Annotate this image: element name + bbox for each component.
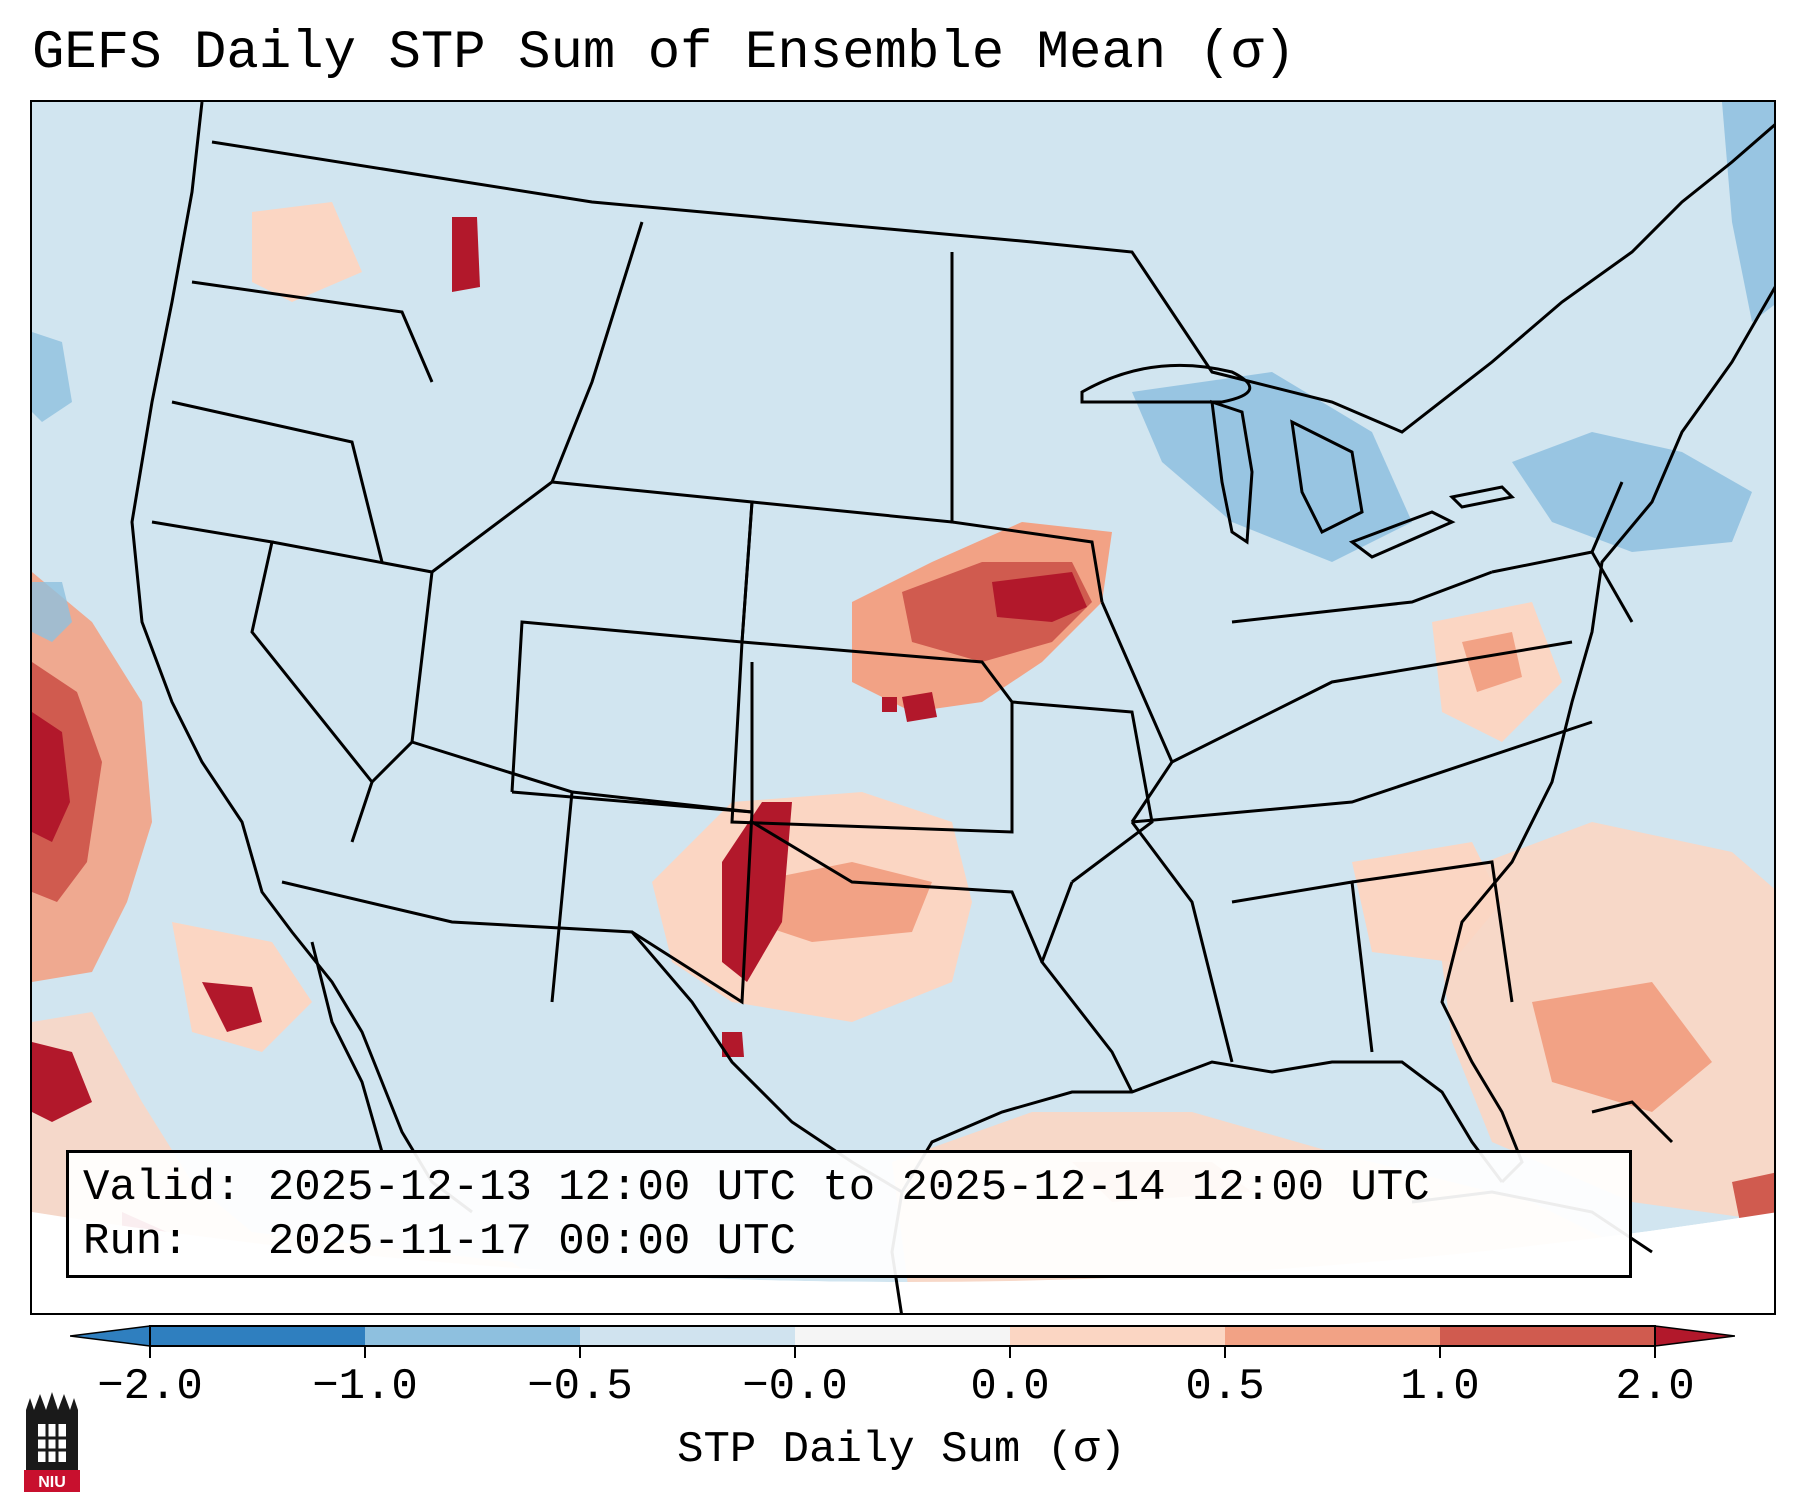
lake-ontario xyxy=(1448,485,1516,509)
lake-michigan xyxy=(1210,399,1254,545)
northeast-negative xyxy=(1512,432,1752,552)
state-line-south-1 xyxy=(1040,881,1134,1093)
lake-superior xyxy=(1080,363,1252,404)
colorbar-tick-label: 2.0 xyxy=(1615,1362,1695,1412)
state-line-ca-nv xyxy=(151,520,374,843)
state-line-nw-2 xyxy=(171,400,384,563)
southeast-region xyxy=(1352,842,1502,962)
midwest-max-core xyxy=(992,572,1087,622)
map-frame xyxy=(30,100,1776,1315)
colorbar-segment xyxy=(365,1326,580,1346)
state-line-plains-2 xyxy=(740,501,1014,703)
state-line-east-1 xyxy=(1131,720,1593,824)
northwest-region xyxy=(252,202,362,302)
state-line-ne-2 xyxy=(1590,551,1634,623)
colorbar xyxy=(70,1325,1735,1358)
lake-erie xyxy=(1348,510,1456,559)
baja-coast xyxy=(310,941,384,1153)
colorbar-extend-high xyxy=(1654,1325,1735,1347)
colorbar-border xyxy=(149,1325,1656,1347)
chart-title: GEFS Daily STP Sum of Ensemble Mean (σ) xyxy=(32,23,1296,84)
southern-plains-moderate xyxy=(752,862,932,942)
state-line-plains-3 xyxy=(730,641,1014,834)
state-line-south-4 xyxy=(1351,860,1514,1003)
colorbar-label: STP Daily Sum (σ) xyxy=(677,1425,1126,1475)
canada-border xyxy=(211,123,1774,434)
colorbar-ticks xyxy=(149,1346,1656,1358)
pacific-west-negative xyxy=(32,582,72,642)
state-line-tx-ok xyxy=(751,820,1044,963)
niu-logo-icon: NIU xyxy=(24,1392,80,1492)
colorbar-tick-label: 0.5 xyxy=(1185,1362,1265,1412)
baja-max-region xyxy=(202,982,262,1032)
colorbar-tick-label: 1.0 xyxy=(1400,1362,1480,1412)
colorbar-tick-label: −1.0 xyxy=(312,1362,418,1412)
colorbar-tick-label: −0.5 xyxy=(527,1362,633,1412)
lake-huron xyxy=(1290,419,1364,535)
state-line-nm-tx xyxy=(571,790,754,1005)
colorbar-extend-low xyxy=(70,1325,151,1347)
colorbar-segment xyxy=(795,1326,1010,1346)
idaho-max xyxy=(452,217,480,292)
pacific-northwest-negative xyxy=(32,332,72,422)
state-line-east-2 xyxy=(1171,640,1573,764)
state-line-south-2 xyxy=(1130,821,1234,1063)
valid-run-info-box: Valid: 2025-12-13 12:00 UTC to 2025-12-1… xyxy=(66,1150,1632,1278)
bahamas-outline xyxy=(1591,1100,1674,1144)
midatlantic-moderate xyxy=(1462,632,1522,692)
colorbar-segment xyxy=(150,1326,365,1346)
valid-time-text: Valid: 2025-12-13 12:00 UTC to 2025-12-1… xyxy=(83,1163,1430,1213)
east-coastline xyxy=(1440,285,1774,1184)
pacific-max-core xyxy=(32,712,70,842)
west-coastline xyxy=(130,102,473,1214)
state-line-nw-1 xyxy=(191,280,434,383)
map-lower-edge xyxy=(32,1212,1774,1313)
colorbar-tick-label: −0.0 xyxy=(742,1362,848,1412)
oklahoma-scatter-max xyxy=(882,697,897,712)
panhandle-max-region xyxy=(722,802,792,982)
great-lakes-negative xyxy=(1132,372,1412,562)
state-line-midwest-1 xyxy=(950,252,1104,603)
southwest-offshore-edge xyxy=(32,1042,92,1122)
northeast-edge-negative xyxy=(1722,102,1774,322)
state-line-west-2 xyxy=(431,221,644,574)
state-line-east-3 xyxy=(1231,570,1493,624)
colorbar-tick-label: −2.0 xyxy=(97,1362,203,1412)
colorbar-segments xyxy=(70,1325,1735,1347)
map-svg xyxy=(32,102,1774,1313)
texas-scatter-max xyxy=(722,1032,744,1057)
colorbar-segment xyxy=(1010,1326,1225,1346)
atlantic-moderate xyxy=(1532,982,1712,1112)
run-time-text: Run: 2025-11-17 00:00 UTC xyxy=(83,1217,796,1267)
state-line-west-1 xyxy=(271,540,434,784)
logo-text: NIU xyxy=(38,1474,66,1491)
state-line-midwest-2 xyxy=(1011,700,1154,884)
colorbar-segment xyxy=(1225,1326,1440,1346)
colorbar-segment xyxy=(1440,1326,1655,1346)
kansas-max-core xyxy=(902,692,937,722)
colorbar-tick-label: 0.0 xyxy=(970,1362,1050,1412)
colorbar-segment xyxy=(580,1326,795,1346)
